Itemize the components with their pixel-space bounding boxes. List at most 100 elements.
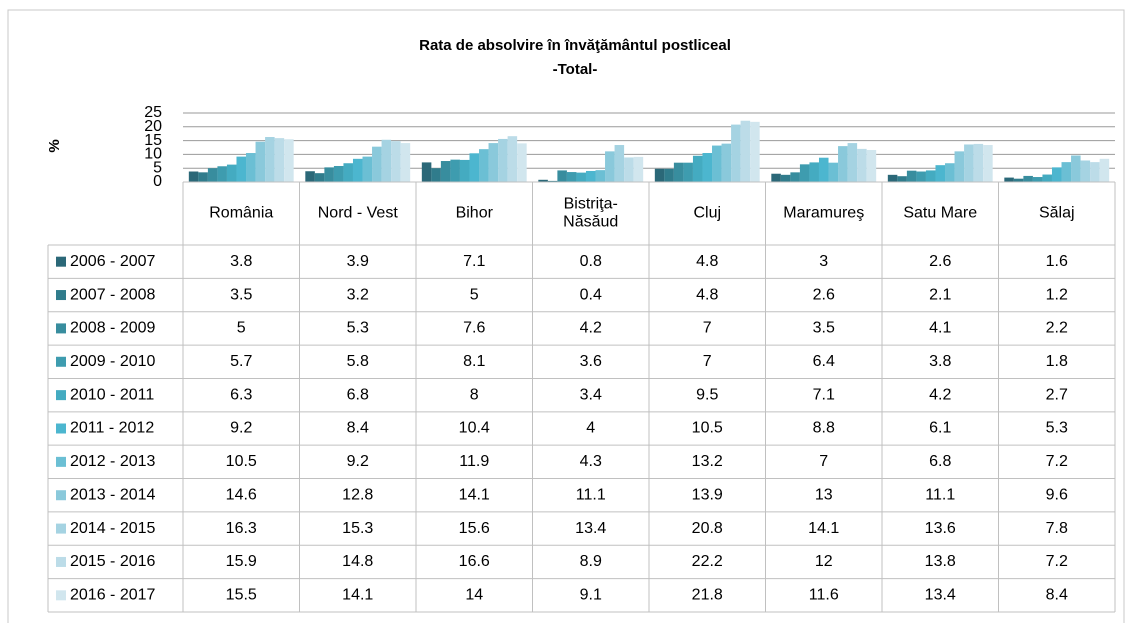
data-label: 8.4 bbox=[1046, 587, 1068, 604]
bar bbox=[255, 141, 266, 182]
bar bbox=[1080, 160, 1091, 182]
bar bbox=[343, 163, 353, 182]
data-label: 2.2 bbox=[1046, 320, 1068, 337]
data-label: 5.3 bbox=[347, 320, 369, 337]
bar bbox=[1042, 174, 1052, 182]
bar bbox=[324, 167, 334, 182]
data-label: 7.1 bbox=[813, 386, 835, 403]
bar bbox=[362, 156, 373, 182]
bar bbox=[576, 172, 586, 182]
bar bbox=[906, 170, 917, 182]
bar bbox=[828, 162, 839, 182]
bar bbox=[857, 148, 867, 182]
data-label: 8.8 bbox=[813, 420, 835, 437]
data-label: 9.6 bbox=[1046, 486, 1068, 503]
data-label: 14.1 bbox=[459, 486, 490, 503]
data-label: 3.5 bbox=[813, 320, 835, 337]
data-label: 5 bbox=[470, 286, 479, 303]
data-label: 6.8 bbox=[929, 453, 951, 470]
legend-label: 2014 - 2015 bbox=[70, 520, 156, 537]
data-label: 14.1 bbox=[808, 520, 839, 537]
data-label: 7.1 bbox=[463, 253, 485, 270]
data-label: 11.6 bbox=[809, 587, 839, 604]
bar bbox=[916, 171, 926, 182]
legend-label: 2008 - 2009 bbox=[70, 320, 156, 337]
legend-swatch bbox=[56, 556, 66, 567]
y-tick-label: 0 bbox=[153, 173, 162, 190]
bar bbox=[1013, 178, 1024, 182]
bar bbox=[547, 180, 558, 182]
bar bbox=[935, 165, 946, 182]
bar bbox=[459, 159, 470, 182]
data-label: 13 bbox=[815, 486, 833, 503]
data-label: 10.4 bbox=[459, 420, 490, 437]
data-label: 3 bbox=[819, 253, 828, 270]
bar bbox=[1061, 162, 1072, 182]
bar bbox=[983, 145, 993, 182]
data-label: 9.2 bbox=[230, 420, 252, 437]
bar bbox=[498, 138, 508, 182]
bar bbox=[246, 153, 256, 182]
data-label: 15.9 bbox=[226, 553, 257, 570]
y-axis-label: % bbox=[46, 139, 63, 152]
x-tick-label: Bihor bbox=[456, 205, 494, 222]
data-label: 6.8 bbox=[347, 386, 369, 403]
data-label: 13.9 bbox=[692, 486, 723, 503]
bar bbox=[314, 173, 325, 182]
bar bbox=[683, 162, 693, 182]
data-label: 16.6 bbox=[459, 553, 490, 570]
chart-subtitle: -Total- bbox=[553, 61, 598, 78]
data-label: 5 bbox=[237, 320, 246, 337]
bar bbox=[809, 162, 819, 182]
bar bbox=[450, 159, 460, 182]
bar bbox=[440, 161, 451, 182]
bar bbox=[488, 143, 499, 182]
data-label: 11.1 bbox=[576, 486, 606, 503]
data-label: 1.8 bbox=[1046, 353, 1068, 370]
data-label: 3.5 bbox=[230, 286, 252, 303]
data-label: 4.2 bbox=[929, 386, 951, 403]
x-tick-label: Bistriţa-Năsăud bbox=[563, 196, 618, 231]
legend-swatch bbox=[56, 256, 66, 267]
bar bbox=[469, 153, 480, 182]
bar bbox=[866, 149, 877, 182]
y-tick-label: 15 bbox=[144, 132, 162, 149]
data-label: 14 bbox=[465, 587, 483, 604]
data-label: 13.8 bbox=[925, 553, 956, 570]
data-label: 4.2 bbox=[580, 320, 602, 337]
data-label: 6.3 bbox=[230, 386, 252, 403]
legend-swatch bbox=[56, 523, 66, 534]
bar bbox=[217, 166, 227, 182]
data-label: 7.2 bbox=[1046, 453, 1068, 470]
bar bbox=[750, 121, 760, 182]
data-label: 13.4 bbox=[575, 520, 606, 537]
bar bbox=[1032, 177, 1043, 182]
bar bbox=[226, 164, 237, 182]
data-label: 3.2 bbox=[347, 286, 369, 303]
legend-swatch bbox=[56, 323, 66, 334]
legend-label: 2010 - 2011 bbox=[70, 386, 154, 403]
data-label: 15.3 bbox=[342, 520, 373, 537]
x-tick-label: Cluj bbox=[693, 205, 721, 222]
data-label: 12 bbox=[815, 553, 833, 570]
bar bbox=[198, 172, 208, 182]
bar bbox=[372, 146, 382, 182]
y-tick-label: 20 bbox=[144, 118, 162, 135]
data-label: 6.1 bbox=[929, 420, 951, 437]
bar bbox=[731, 124, 741, 182]
data-label: 21.8 bbox=[692, 587, 723, 604]
legend-label: 2013 - 2014 bbox=[70, 486, 156, 503]
x-tick-label: Nord - Vest bbox=[318, 205, 399, 222]
data-label: 1.2 bbox=[1046, 286, 1068, 303]
bar bbox=[721, 143, 732, 182]
data-label: 9.5 bbox=[696, 386, 718, 403]
chart-title: Rata de absolvire în învăţământul postli… bbox=[419, 37, 731, 54]
data-label: 13.6 bbox=[925, 520, 956, 537]
data-label: 1.6 bbox=[1046, 253, 1068, 270]
x-tick-label: România bbox=[209, 205, 273, 222]
bar bbox=[887, 174, 898, 182]
data-label: 20.8 bbox=[692, 520, 723, 537]
legend-swatch bbox=[56, 356, 66, 367]
bar bbox=[964, 144, 974, 182]
bar bbox=[925, 170, 936, 182]
